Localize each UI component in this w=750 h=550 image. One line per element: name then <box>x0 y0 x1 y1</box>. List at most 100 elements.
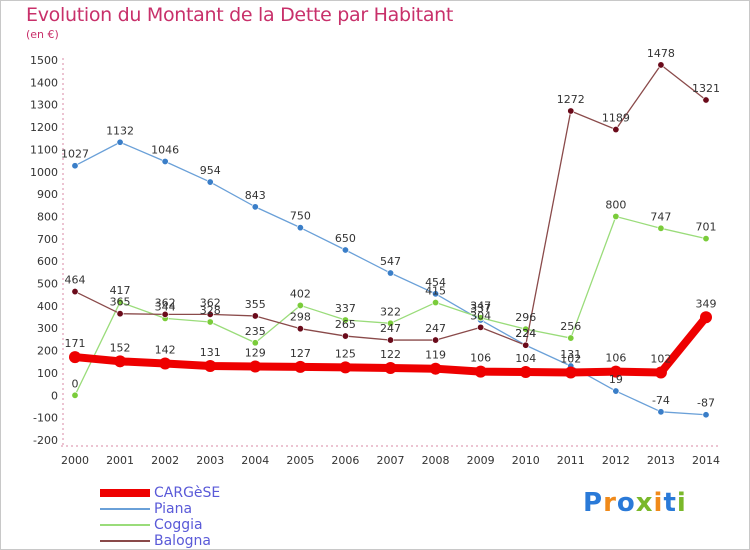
data-label: 800 <box>605 198 626 211</box>
data-label: 122 <box>380 348 401 361</box>
y-tick-label: 800 <box>37 210 58 223</box>
data-point <box>432 336 440 344</box>
data-point <box>206 318 214 326</box>
data-point <box>116 310 124 318</box>
data-point <box>432 299 440 307</box>
data-point <box>71 288 79 296</box>
data-label: 265 <box>335 318 356 331</box>
data-point <box>159 357 172 370</box>
data-label: 1321 <box>692 82 720 95</box>
y-tick-label: -100 <box>33 412 58 425</box>
y-tick-label: 1400 <box>30 76 58 89</box>
data-label: 355 <box>245 298 266 311</box>
y-tick-label: 900 <box>37 188 58 201</box>
data-point <box>567 107 575 115</box>
data-point <box>341 316 349 324</box>
x-tick-label: 2000 <box>61 454 89 467</box>
data-label: 365 <box>110 296 131 309</box>
data-point <box>114 355 127 368</box>
x-tick-label: 2001 <box>106 454 134 467</box>
data-label: 106 <box>605 352 626 365</box>
data-label: 235 <box>245 325 266 338</box>
data-label: 750 <box>290 210 311 223</box>
data-label: 224 <box>515 327 536 340</box>
data-point <box>204 360 217 373</box>
logo-letter: x <box>635 488 654 518</box>
data-point <box>161 310 169 318</box>
data-point <box>206 178 214 186</box>
chart-title: Evolution du Montant de la Dette par Hab… <box>26 4 454 26</box>
data-label: 296 <box>515 311 536 324</box>
data-label: 247 <box>380 322 401 335</box>
data-point <box>386 319 394 327</box>
logo-letter: i <box>653 488 664 518</box>
data-label: 224 <box>515 327 536 340</box>
data-label: 464 <box>65 274 86 287</box>
data-point <box>386 336 394 344</box>
data-point <box>657 408 665 416</box>
data-label: 131 <box>560 348 581 361</box>
data-label: 417 <box>110 284 131 297</box>
data-label: 304 <box>470 309 491 322</box>
data-point <box>69 351 81 364</box>
logo-letter: P <box>583 488 604 518</box>
data-label: 747 <box>650 210 671 223</box>
data-point <box>116 298 124 306</box>
data-label: 349 <box>696 297 717 310</box>
data-point <box>612 387 620 395</box>
data-label: 322 <box>380 305 401 318</box>
data-point <box>657 61 665 69</box>
data-point <box>612 212 620 220</box>
data-point <box>702 411 710 419</box>
data-label: 1478 <box>647 47 675 60</box>
data-point <box>609 365 622 378</box>
data-point <box>612 126 620 134</box>
data-label: -74 <box>652 394 670 407</box>
x-tick-label: 2010 <box>512 454 540 467</box>
x-tick-label: 2009 <box>467 454 495 467</box>
data-label: 362 <box>200 296 221 309</box>
data-label: 127 <box>290 347 311 360</box>
data-label: 106 <box>470 352 491 365</box>
data-label: 19 <box>609 373 623 386</box>
y-tick-label: 0 <box>51 389 58 402</box>
data-label: 701 <box>696 221 717 234</box>
data-label: 344 <box>155 300 176 313</box>
x-tick-label: 2012 <box>602 454 630 467</box>
data-point <box>249 360 262 373</box>
y-tick-label: 1000 <box>30 166 58 179</box>
legend-item: CARGèSE <box>100 485 220 501</box>
data-point <box>206 310 214 318</box>
logo-letter: r <box>603 488 617 518</box>
data-label: 247 <box>425 322 446 335</box>
data-label: 131 <box>200 346 221 359</box>
data-point <box>161 157 169 165</box>
x-tick-label: 2013 <box>647 454 675 467</box>
x-tick-label: 2006 <box>331 454 359 467</box>
data-label: 125 <box>335 347 356 360</box>
y-tick-label: 1100 <box>30 143 58 156</box>
data-point <box>251 203 259 211</box>
data-label: 402 <box>290 287 311 300</box>
data-label: 843 <box>245 189 266 202</box>
data-label: 102 <box>650 352 671 365</box>
data-point <box>477 323 485 331</box>
data-point <box>564 366 577 379</box>
x-tick-label: 2005 <box>286 454 314 467</box>
data-point <box>71 391 79 399</box>
x-tick-label: 2004 <box>241 454 269 467</box>
data-label: 337 <box>470 302 491 315</box>
data-label: 337 <box>335 302 356 315</box>
legend-item: Piana <box>100 501 193 517</box>
data-label: 129 <box>245 346 266 359</box>
legend-label: Piana <box>154 501 193 517</box>
data-label: 650 <box>335 232 356 245</box>
legend-swatch <box>100 489 150 497</box>
y-tick-label: 700 <box>37 233 58 246</box>
data-point <box>116 138 124 146</box>
data-label: 362 <box>155 296 176 309</box>
data-point <box>567 334 575 342</box>
data-label: 1189 <box>602 112 630 125</box>
data-point <box>474 365 487 378</box>
